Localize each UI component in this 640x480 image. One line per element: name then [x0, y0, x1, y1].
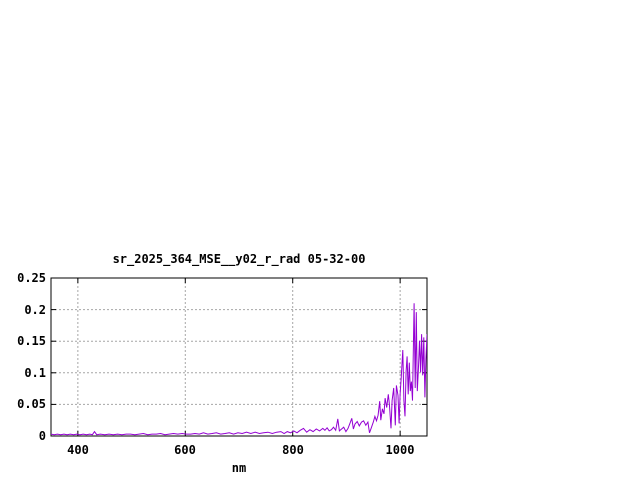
- y-tick-label: 0.1: [24, 366, 46, 380]
- x-axis-title: nm: [232, 461, 246, 475]
- plot-border: [50, 277, 428, 437]
- x-axis-labels: 400 600 800 1000: [67, 443, 414, 457]
- gridlines: [51, 278, 427, 436]
- y-tick-label: 0.2: [24, 303, 46, 317]
- x-tick-label: 600: [174, 443, 196, 457]
- x-tick-label: 1000: [386, 443, 415, 457]
- x-tick-label: 800: [282, 443, 304, 457]
- y-tick-label: 0.15: [17, 334, 46, 348]
- tick-marks: [51, 277, 427, 437]
- data-line: [51, 303, 427, 436]
- y-tick-label: 0.25: [17, 271, 46, 285]
- y-tick-label: 0: [39, 429, 46, 443]
- y-axis-labels: 0 0.05 0.1 0.15 0.2 0.25: [17, 271, 46, 443]
- chart-title: sr_2025_364_MSE__y02_r_rad 05-32-00: [113, 252, 366, 267]
- x-tick-label: 400: [67, 443, 89, 457]
- y-tick-label: 0.05: [17, 397, 46, 411]
